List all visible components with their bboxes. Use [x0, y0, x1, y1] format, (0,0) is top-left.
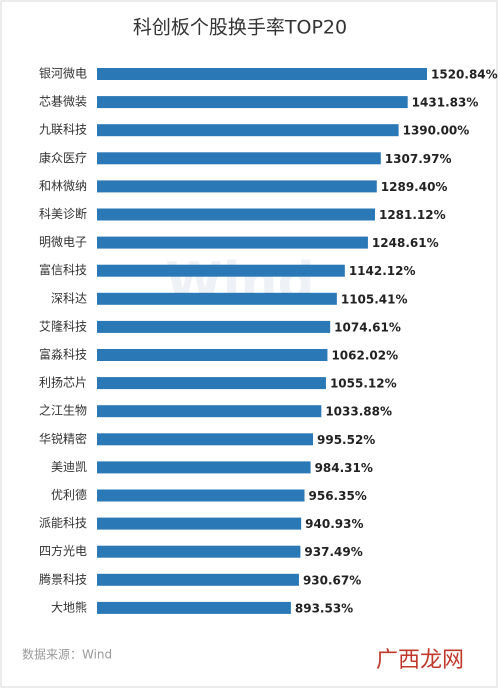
- bar: [97, 208, 375, 221]
- value-label: 984.31%: [315, 461, 373, 475]
- category-label: 明微电子: [39, 235, 87, 249]
- bar: [97, 349, 328, 361]
- category-label: 美迪凯: [51, 460, 87, 474]
- bar: [97, 320, 331, 333]
- bar: [97, 433, 314, 446]
- category-label: 深科达: [51, 291, 87, 305]
- category-label: 腾景科技: [39, 571, 87, 586]
- category-label: 和林微纳: [39, 179, 87, 193]
- value-label: 1062.02%: [331, 349, 398, 363]
- category-label: 芯碁微装: [39, 95, 87, 109]
- value-label: 1431.83%: [412, 96, 479, 110]
- value-label: 1105.41%: [341, 292, 408, 306]
- value-label: 1248.61%: [372, 236, 439, 250]
- category-label: 康众医疗: [39, 150, 87, 165]
- value-label: 1390.00%: [403, 124, 470, 138]
- category-label: 银河微电: [39, 67, 87, 81]
- value-label: 940.93%: [305, 517, 363, 531]
- category-label: 九联科技: [39, 123, 87, 137]
- value-label: 1033.88%: [325, 405, 392, 419]
- value-label: 1074.61%: [334, 320, 401, 334]
- category-label: 富淼科技: [39, 347, 87, 362]
- category-label: 四方光电: [39, 543, 87, 558]
- logo: 广西龙网: [376, 647, 464, 672]
- category-label: 大地熊: [51, 599, 87, 614]
- value-label: 956.35%: [309, 489, 367, 503]
- bar: [97, 601, 291, 614]
- category-label: 科美诊断: [39, 206, 87, 221]
- bar: [97, 377, 326, 390]
- bar: [97, 264, 345, 277]
- category-label: 优利德: [51, 487, 87, 502]
- bar: [97, 292, 337, 305]
- bar: [97, 180, 377, 193]
- bar: [97, 405, 322, 418]
- source: 数据来源：Wind: [22, 647, 112, 662]
- bar: [97, 96, 408, 109]
- chart-title: 科创板个股换手率TOP20: [133, 17, 347, 39]
- value-label: 1281.12%: [379, 208, 446, 222]
- bar: [97, 489, 305, 502]
- category-label: 利扬芯片: [39, 375, 87, 390]
- value-label: 1520.84%: [431, 68, 498, 82]
- bar: [97, 152, 381, 165]
- bar: [97, 68, 427, 80]
- value-label: 1055.12%: [330, 377, 397, 391]
- value-label: 893.53%: [295, 601, 353, 615]
- bar: [97, 517, 302, 530]
- category-label: 富信科技: [39, 262, 87, 277]
- bar: [97, 545, 301, 558]
- category-label: 华锐精密: [39, 431, 87, 446]
- category-label: 派能科技: [39, 516, 87, 530]
- value-label: 930.67%: [303, 573, 361, 587]
- bar: [97, 461, 311, 474]
- value-label: 995.52%: [317, 433, 375, 447]
- category-label: 之江生物: [39, 404, 87, 418]
- value-label: 1289.40%: [381, 180, 448, 194]
- bar: [97, 236, 368, 249]
- value-label: 1307.97%: [385, 152, 452, 166]
- bar: [97, 573, 299, 586]
- value-label: 1142.12%: [349, 264, 416, 278]
- value-label: 937.49%: [304, 545, 362, 559]
- bar: [97, 124, 399, 137]
- category-label: 艾隆科技: [39, 318, 87, 333]
